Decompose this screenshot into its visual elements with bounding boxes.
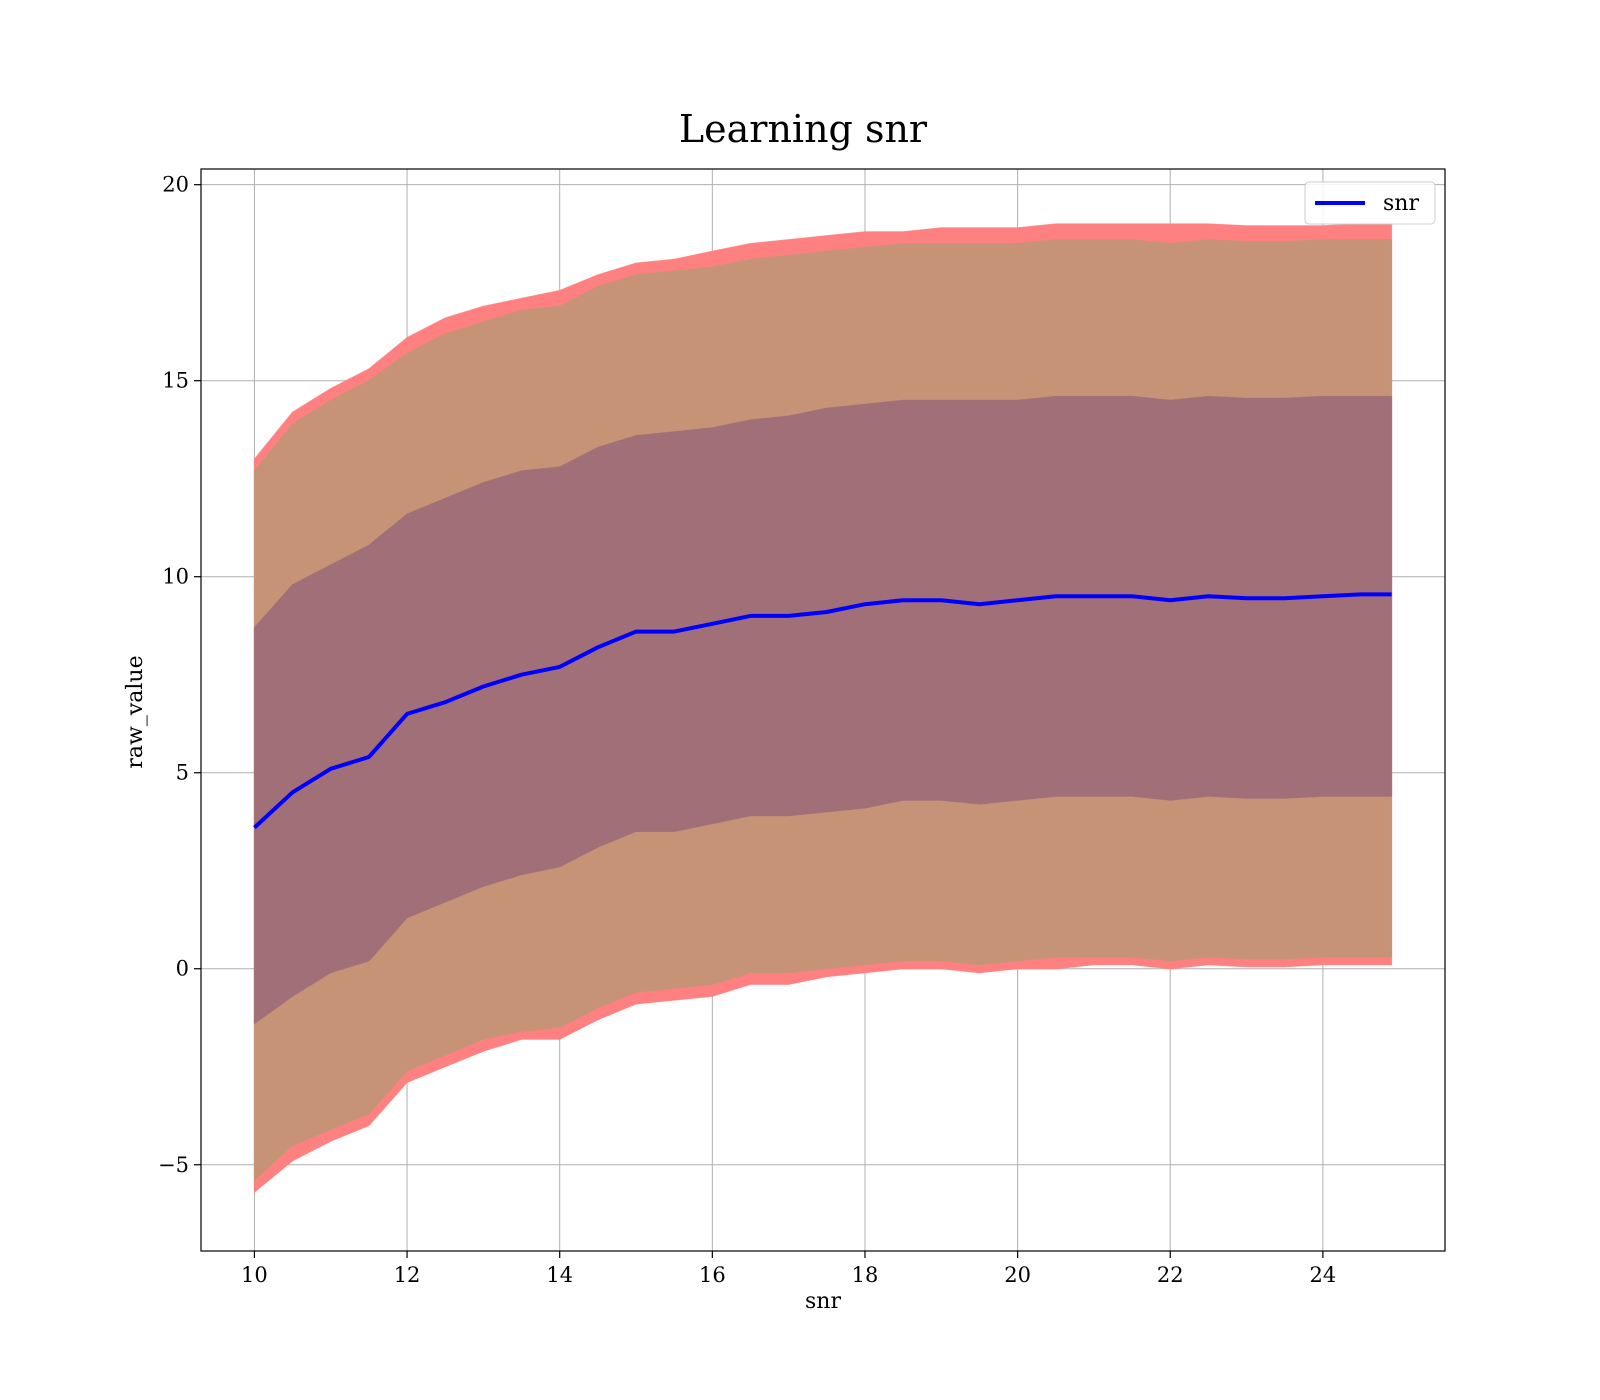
x-tick-label: 20 bbox=[1004, 1263, 1031, 1287]
y-tick-label: 5 bbox=[176, 761, 189, 785]
x-tick-label: 16 bbox=[699, 1263, 726, 1287]
y-tick-label: 20 bbox=[162, 173, 189, 197]
y-axis-label: raw_value bbox=[123, 655, 148, 768]
x-axis-label: snr bbox=[805, 1289, 841, 1314]
y-tick-label: 15 bbox=[162, 369, 189, 393]
y-tick-label: −5 bbox=[158, 1153, 189, 1177]
x-tick-label: 14 bbox=[546, 1263, 573, 1287]
x-tick-label: 22 bbox=[1157, 1263, 1184, 1287]
y-tick-label: 0 bbox=[176, 957, 189, 981]
series-line-snr bbox=[253, 592, 1392, 830]
legend-label: snr bbox=[1383, 191, 1419, 216]
y-tick-label: 10 bbox=[162, 565, 189, 589]
axes-frame bbox=[200, 168, 1446, 1252]
chart-title: Learning snr bbox=[679, 107, 928, 151]
x-tick-label: 10 bbox=[241, 1263, 268, 1287]
plot-area: 10 12 14 16 18 20 22 24 −5 0 5 10 15 20 snr bbox=[158, 168, 1446, 1287]
legend: snr bbox=[1304, 181, 1436, 225]
inner-band bbox=[253, 395, 1393, 1025]
x-tick-label: 18 bbox=[852, 1263, 879, 1287]
legend-box bbox=[1304, 181, 1436, 225]
x-tick-label: 24 bbox=[1310, 1263, 1337, 1287]
x-tick-label: 12 bbox=[394, 1263, 421, 1287]
